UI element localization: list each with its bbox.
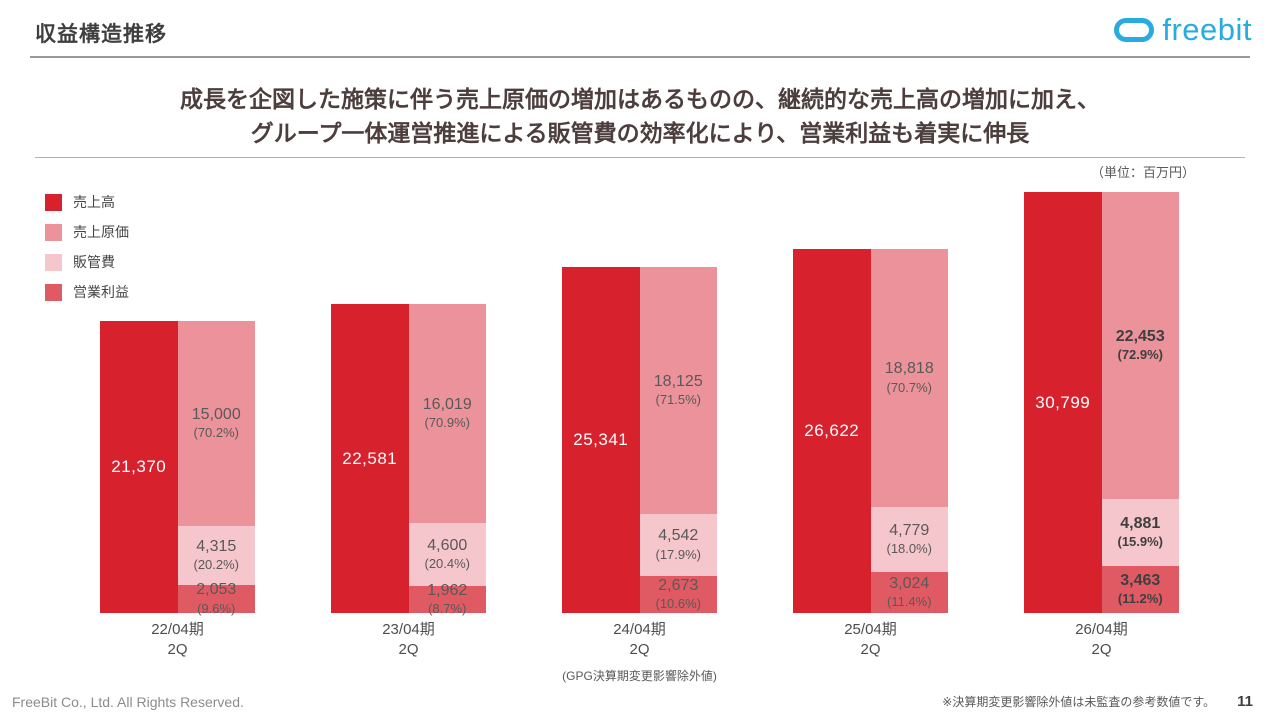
revenue-value: 25,341 (573, 430, 629, 449)
category-label: 25/04期 2Q (844, 621, 897, 658)
freebit-logo-text: freebit (1162, 12, 1252, 47)
footer-right: ※決算期変更影響除外値は未監査の参考数値です。 11 (942, 693, 1253, 710)
revenue-bar: 30,799 (1024, 192, 1102, 613)
category-label: 24/04期 2Q (GPG決算期変更影響除外値) (562, 620, 717, 686)
legend-swatch-cost (45, 223, 62, 241)
op-segment: 2,053 (9.6%) (177, 581, 255, 616)
cost-segment: 16,019 (70.9%) (408, 304, 486, 523)
category-label: 26/04期 2Q (1075, 621, 1128, 658)
op-value: 1,962 (8.7%) (427, 581, 468, 617)
sga-value: 4,881 (15.9%) (1117, 514, 1164, 550)
legend-item-cost: 売上原価 (45, 222, 129, 242)
headline: 成長を企図した施策に伴う売上原価の増加はあるものの、継続的な売上高の増加に加え、… (0, 82, 1280, 150)
sga-segment: 4,315 (20.2%) (177, 526, 255, 585)
sga-segment: 4,542 (17.9%) (639, 514, 717, 576)
op-segment: 3,024 (11.4%) (870, 572, 948, 613)
sga-value: 4,315 (20.2%) (193, 537, 240, 573)
headline-line-2: グループ一体運営推進による販管費の効率化により、営業利益も着実に伸長 (250, 120, 1030, 146)
revenue-bar: 26,622 (793, 249, 871, 613)
copyright: FreeBit Co., Ltd. All Rights Reserved. (12, 694, 244, 710)
legend-label: 販管費 (73, 254, 115, 270)
cost-segment: 22,453 (72.9%) (1101, 192, 1179, 499)
legend-swatch-sga (45, 253, 62, 271)
cost-value: 18,818 (70.7%) (884, 360, 934, 395)
cost-value: 15,000 (70.2%) (191, 405, 241, 441)
cost-value: 16,019 (70.9%) (422, 395, 472, 431)
stacked-bar: 22,453 (72.9%) 4,881 (15.9%) 3,463 (11.2%) (1101, 192, 1179, 613)
revenue-bar: 21,370 (100, 321, 178, 613)
cost-value: 18,125 (71.5%) (653, 372, 703, 408)
cost-segment: 18,818 (70.7%) (870, 249, 948, 507)
revenue-value: 30,799 (1035, 392, 1091, 412)
op-value: 3,024 (11.4%) (886, 574, 932, 610)
revenue-bar: 25,341 (562, 267, 640, 613)
legend: 売上高売上原価販管費営業利益 (45, 192, 129, 302)
page-title: 収益構造推移 (35, 23, 167, 46)
revenue-bar: 22,581 (331, 304, 409, 613)
category-note: (GPG決算期変更影響除外値) (562, 669, 717, 683)
headline-divider (35, 157, 1245, 158)
sga-segment: 4,600 (20.4%) (408, 523, 486, 586)
legend-item-sga: 販管費 (45, 252, 129, 272)
legend-label: 売上原価 (73, 224, 129, 240)
bar-group: 21,370 15,000 (70.2%) 4,315 (20.2%) 2,053 (9.6… (100, 321, 255, 616)
freebit-logo: freebit (1114, 14, 1252, 45)
legend-label: 営業利益 (73, 284, 129, 300)
stacked-bar: 15,000 (70.2%) 4,315 (20.2%) 2,053 (9.6%) (177, 321, 255, 616)
sga-value: 4,600 (20.4%) (424, 536, 471, 572)
bar-group: 26,622 18,818 (70.7%) 4,779 (18.0%) 3,024 (11.… (793, 249, 948, 613)
op-segment: 1,962 (8.7%) (408, 582, 486, 616)
footnote: ※決算期変更影響除外値は未監査の参考数値です。 (942, 695, 1216, 709)
legend-item-revenue: 売上高 (45, 192, 129, 212)
legend-swatch-revenue (45, 193, 62, 211)
bar-group: 22,581 16,019 (70.9%) 4,600 (20.4%) 1,962 (8.7… (331, 304, 486, 616)
bar-group: 30,799 22,453 (72.9%) 4,881 (15.9%) 3,463 (11.… (1024, 192, 1179, 613)
op-segment: 3,463 (11.2%) (1101, 566, 1179, 613)
legend-label: 売上高 (73, 194, 115, 210)
page-number: 11 (1237, 693, 1253, 710)
category-label: 22/04期 2Q (151, 621, 204, 658)
bar-chart: 21,370 15,000 (70.2%) 4,315 (20.2%) 2,053 (9.6… (0, 192, 1280, 616)
op-segment: 2,673 (10.6%) (639, 576, 717, 613)
sga-value: 4,542 (17.9%) (655, 527, 702, 562)
category-label: 23/04期 2Q (382, 621, 435, 658)
cost-value: 22,453 (72.9%) (1115, 327, 1165, 363)
legend-swatch-op (45, 283, 62, 301)
op-value: 2,053 (9.6%) (196, 581, 237, 616)
stacked-bar: 18,125 (71.5%) 4,542 (17.9%) 2,673 (10.6%) (639, 267, 717, 613)
stacked-bar: 18,818 (70.7%) 4,779 (18.0%) 3,024 (11.4%) (870, 249, 948, 613)
revenue-value: 26,622 (804, 421, 860, 440)
cost-segment: 15,000 (70.2%) (177, 321, 255, 526)
cost-segment: 18,125 (71.5%) (639, 267, 717, 514)
op-value: 2,673 (10.6%) (655, 576, 702, 612)
stacked-bar: 16,019 (70.9%) 4,600 (20.4%) 1,962 (8.7%) (408, 304, 486, 616)
headline-line-1: 成長を企図した施策に伴う売上原価の増加はあるものの、継続的な売上高の増加に加え、 (180, 86, 1100, 112)
header-divider (30, 56, 1250, 58)
sga-segment: 4,779 (18.0%) (870, 507, 948, 572)
legend-item-op: 営業利益 (45, 282, 129, 302)
bar-group: 25,341 18,125 (71.5%) 4,542 (17.9%) 2,673 (10.… (562, 267, 717, 613)
unit-label: （単位：百万円） (1090, 165, 1195, 180)
sga-value: 4,779 (18.0%) (886, 521, 933, 557)
revenue-value: 22,581 (342, 448, 398, 468)
freebit-logo-icon (1114, 17, 1155, 42)
x-axis-labels: 22/04期 2Q 23/04期 2Q 24/04期 2Q (GPG決算期変更影響除外値) 2… (0, 620, 1280, 690)
op-value: 3,463 (11.2%) (1117, 571, 1163, 607)
revenue-value: 21,370 (111, 457, 167, 476)
sga-segment: 4,881 (15.9%) (1101, 499, 1179, 566)
